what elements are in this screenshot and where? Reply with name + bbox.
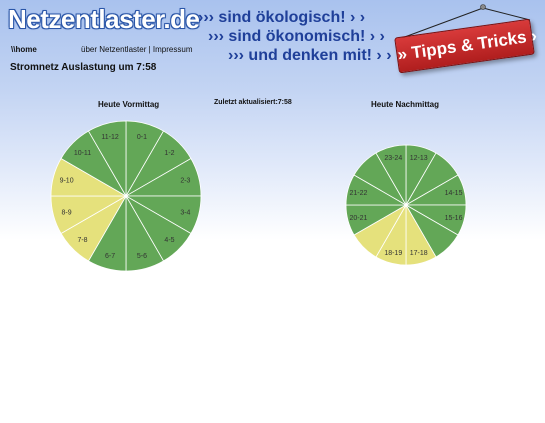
pie-slice-11-12 <box>87 120 127 198</box>
pie-label-17-18: 17-18 <box>410 250 428 257</box>
pie-label-18-19: 18-19 <box>384 250 402 257</box>
pie-label-7-8: 7-8 <box>77 237 87 244</box>
pie-slice-15-16 <box>404 204 467 236</box>
slogan-line-1: ››› sind ökologisch! › › <box>198 9 366 26</box>
pie-label-9-10: 9-10 <box>60 178 74 185</box>
last-updated-text: Zuletzt aktualisiert:7:58 <box>214 99 292 106</box>
nav-about-link[interactable]: über Netzentlaster <box>81 45 147 54</box>
nav-separator: | <box>148 45 151 54</box>
pie-label-11-12: 11-12 <box>101 134 118 141</box>
pie-slice-2-3 <box>124 157 202 197</box>
pie-slice-20-21 <box>345 204 408 236</box>
pie-slice-0-1 <box>125 120 165 198</box>
pie-slice-5-6 <box>125 194 165 272</box>
page-title: Stromnetz Auslastung um 7:58 <box>10 62 157 73</box>
pie-label-21-22: 21-22 <box>350 190 368 197</box>
pie-label-1-2: 1-2 <box>164 150 174 157</box>
pie-slice-10-11 <box>60 130 128 198</box>
chart-title-afternoon: Heute Nachmittag <box>371 100 440 109</box>
slogan-line-3: ››› und denken mit! › › <box>228 47 392 64</box>
site-logo[interactable]: Netzentlaster.de <box>8 4 200 34</box>
pie-slice-19-20 <box>353 203 408 258</box>
pie-slice-23-24 <box>375 144 407 207</box>
nav-links: über Netzentlaster | Impressum <box>81 45 192 54</box>
pie-slice-22-23 <box>353 152 408 207</box>
pie-slice-16-17 <box>404 203 459 258</box>
nav-home-link[interactable]: \\home <box>11 45 37 54</box>
nav-impressum-link[interactable]: Impressum <box>152 45 193 54</box>
chart-title-morning: Heute Vormittag <box>98 100 160 109</box>
pie-label-23-24: 23-24 <box>384 155 402 162</box>
pie-label-2-3: 2-3 <box>180 178 190 185</box>
pie-slice-7-8 <box>60 194 128 262</box>
pie-label-0-1: 0-1 <box>137 134 147 141</box>
pie-slice-6-7 <box>87 194 127 272</box>
pie-label-12-13: 12-13 <box>410 155 428 162</box>
pie-label-4-5: 4-5 <box>164 237 174 244</box>
pie-slice-4-5 <box>124 194 192 262</box>
pie-label-5-6: 5-6 <box>137 253 147 260</box>
pie-slice-17-18 <box>405 203 437 266</box>
tipps-sign[interactable]: » Tipps & Tricks › <box>390 2 540 74</box>
pie-slice-18-19 <box>375 203 407 266</box>
pie-label-8-9: 8-9 <box>62 209 72 216</box>
pie-label-14-15: 14-15 <box>445 190 463 197</box>
pie-slice-12-13 <box>405 144 437 207</box>
pie-slice-21-22 <box>345 174 408 206</box>
pie-label-10-11: 10-11 <box>74 150 91 157</box>
sign-hanger-icon <box>401 4 531 39</box>
pie-label-3-4: 3-4 <box>180 209 190 216</box>
pie-label-15-16: 15-16 <box>445 215 463 222</box>
pie-slice-14-15 <box>404 174 467 206</box>
pie-slice-13-14 <box>404 152 459 207</box>
pie-label-20-21: 20-21 <box>350 215 368 222</box>
pie-slice-8-9 <box>50 195 128 235</box>
pie-slice-9-10 <box>50 157 128 197</box>
pie-slice-1-2 <box>124 130 192 198</box>
slogan-line-2: ››› sind ökonomisch! › › <box>208 28 385 45</box>
pie-slice-3-4 <box>124 195 202 235</box>
pie-label-6-7: 6-7 <box>105 253 115 260</box>
